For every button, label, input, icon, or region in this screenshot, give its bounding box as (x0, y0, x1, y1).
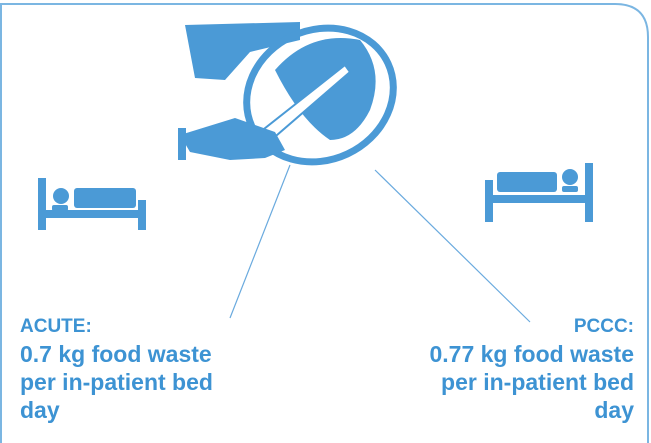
plate-icon (178, 4, 415, 185)
connector (230, 165, 290, 318)
bed-icon (485, 163, 593, 222)
text-line: day (20, 397, 60, 423)
label: ACUTE: (20, 316, 92, 337)
bed-icon (38, 178, 146, 230)
text-line: per in-patient bed (20, 369, 213, 395)
text-line: 0.7 kg food waste (20, 341, 212, 367)
connector (375, 170, 530, 322)
text-line: 0.77 kg food waste (429, 341, 634, 367)
label: PCCC: (574, 316, 634, 337)
infographic: ACUTE: 0.7 kg food waste per in-patient … (0, 0, 651, 443)
text-line: day (594, 397, 634, 423)
text-line: per in-patient bed (441, 369, 634, 395)
